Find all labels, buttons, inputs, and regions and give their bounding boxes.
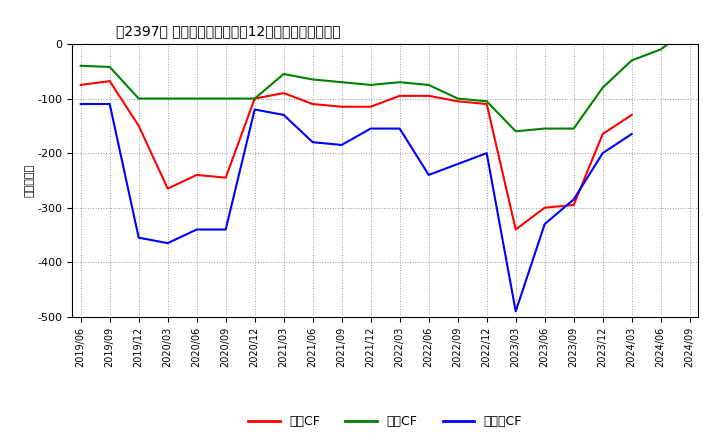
投資CF <box>366 82 375 88</box>
フリーCF <box>192 227 201 232</box>
フリーCF <box>279 112 288 117</box>
営業CF <box>482 101 491 106</box>
営業CF <box>135 123 143 128</box>
投資CF <box>308 77 317 82</box>
投資CF <box>657 47 665 52</box>
投資CF <box>424 82 433 88</box>
投資CF <box>163 96 172 101</box>
フリーCF <box>570 197 578 202</box>
投資CF <box>192 96 201 101</box>
フリーCF <box>511 309 520 314</box>
フリーCF <box>135 235 143 240</box>
Line: フリーCF: フリーCF <box>81 104 631 312</box>
営業CF <box>221 175 230 180</box>
投資CF <box>454 96 462 101</box>
営業CF <box>511 227 520 232</box>
営業CF <box>76 82 85 88</box>
投資CF <box>541 126 549 131</box>
Line: 投資CF: 投資CF <box>81 28 690 131</box>
投資CF <box>685 25 694 30</box>
フリーCF <box>627 132 636 137</box>
営業CF <box>570 202 578 208</box>
投資CF <box>251 96 259 101</box>
フリーCF <box>163 241 172 246</box>
フリーCF <box>598 150 607 156</box>
投資CF <box>570 126 578 131</box>
営業CF <box>454 99 462 104</box>
Text: 2397、 キャッシュフローの12か月移動合計の推移: 2397、 キャッシュフローの12か月移動合計の推移 <box>116 25 341 39</box>
投資CF <box>511 128 520 134</box>
フリーCF <box>482 150 491 156</box>
フリーCF <box>366 126 375 131</box>
投資CF <box>221 96 230 101</box>
営業CF <box>627 112 636 117</box>
フリーCF <box>251 107 259 112</box>
フリーCF <box>308 139 317 145</box>
投資CF <box>598 85 607 90</box>
フリーCF <box>338 142 346 147</box>
営業CF <box>598 132 607 137</box>
フリーCF <box>424 172 433 178</box>
営業CF <box>279 91 288 96</box>
投資CF <box>338 80 346 85</box>
営業CF <box>338 104 346 110</box>
投資CF <box>482 99 491 104</box>
営業CF <box>105 78 114 84</box>
フリーCF <box>541 221 549 227</box>
投資CF <box>279 71 288 77</box>
Y-axis label: （百万円）: （百万円） <box>24 164 35 197</box>
営業CF <box>395 93 404 99</box>
営業CF <box>192 172 201 178</box>
フリーCF <box>76 101 85 106</box>
Legend: 営業CF, 投資CF, フリーCF: 営業CF, 投資CF, フリーCF <box>243 411 527 433</box>
フリーCF <box>454 161 462 167</box>
Line: 営業CF: 営業CF <box>81 81 631 230</box>
投資CF <box>627 58 636 63</box>
営業CF <box>366 104 375 110</box>
営業CF <box>251 96 259 101</box>
投資CF <box>105 64 114 70</box>
フリーCF <box>105 101 114 106</box>
投資CF <box>135 96 143 101</box>
営業CF <box>541 205 549 210</box>
営業CF <box>163 186 172 191</box>
投資CF <box>76 63 85 69</box>
営業CF <box>424 93 433 99</box>
フリーCF <box>395 126 404 131</box>
フリーCF <box>221 227 230 232</box>
営業CF <box>308 101 317 106</box>
投資CF <box>395 80 404 85</box>
